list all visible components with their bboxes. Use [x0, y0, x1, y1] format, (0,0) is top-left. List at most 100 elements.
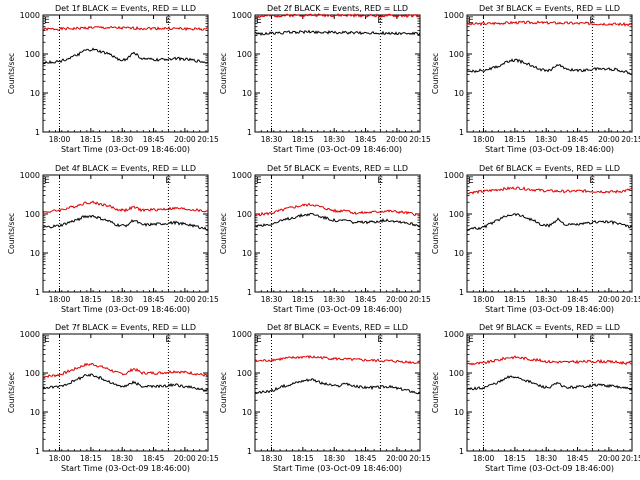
x-tick-label: 18:15 — [292, 295, 314, 304]
x-tick-label: 18:45 — [355, 135, 377, 144]
x-tick-label: 18:30 — [261, 454, 283, 463]
x-tick-label: 18:30 — [323, 295, 345, 304]
x-tick-label: 18:45 — [567, 454, 589, 463]
y-axis-label: Counts/sec — [7, 53, 16, 94]
x-tick-label: 20:15 — [409, 454, 431, 463]
lld-series-line — [254, 355, 421, 365]
y-tick-label: 100 — [449, 50, 464, 59]
chart-title: Det 7f BLACK = Events, RED = LLD — [55, 323, 196, 332]
events-series-line — [254, 29, 421, 36]
y-tick-label: 1000 — [444, 171, 464, 180]
x-tick-label: 18:45 — [143, 135, 165, 144]
e-marker: E — [589, 16, 595, 26]
x-axis-label: Start Time (03-Oct-09 18:46:00) — [485, 464, 614, 473]
plot-frame — [42, 333, 209, 452]
x-tick-label: 18:15 — [292, 135, 314, 144]
x-tick-label: 20:15 — [621, 454, 640, 463]
e-marker: E — [377, 335, 383, 345]
y-tick-label: 1 — [35, 447, 40, 456]
y-tick-label: 100 — [237, 210, 252, 219]
y-axis-label: Counts/sec — [7, 372, 16, 413]
x-tick-label: 20:15 — [197, 454, 219, 463]
x-tick-label: 18:30 — [535, 135, 557, 144]
e-marker: E — [377, 16, 383, 26]
x-tick-label: 18:00 — [49, 135, 71, 144]
chart-title: Det 3f BLACK = Events, RED = LLD — [479, 4, 620, 13]
x-axis-label: Start Time (03-Oct-09 18:46:00) — [61, 305, 190, 314]
x-axis-label: Start Time (03-Oct-09 18:46:00) — [485, 145, 614, 154]
y-tick-label: 100 — [237, 50, 252, 59]
events-series-line — [466, 58, 633, 75]
y-tick-label: 10 — [242, 89, 252, 98]
lld-series-line — [466, 355, 633, 366]
events-series-line — [467, 213, 633, 231]
y-tick-label: 100 — [25, 210, 40, 219]
y-axis-label: Counts/sec — [219, 53, 228, 94]
x-tick-label: 18:30 — [535, 454, 557, 463]
chart-panel-4: Det 4f BLACK = Events, RED = LLD E E 1 10 100… — [7, 164, 219, 314]
x-tick-label: 18:15 — [80, 454, 102, 463]
y-tick-label: 10 — [30, 249, 40, 258]
e-marker: E — [468, 335, 474, 345]
y-tick-label: 1000 — [20, 11, 40, 20]
plot-frame — [42, 14, 209, 133]
x-tick-label: 18:00 — [473, 135, 495, 144]
x-tick-label: 18:45 — [567, 295, 589, 304]
plot-frame — [466, 333, 633, 452]
y-tick-label: 1 — [247, 288, 252, 297]
x-axis-label: Start Time (03-Oct-09 18:46:00) — [273, 305, 402, 314]
plot-frame — [466, 174, 633, 293]
chart-title: Det 2f BLACK = Events, RED = LLD — [267, 4, 408, 13]
y-axis-label: Counts/sec — [431, 213, 440, 254]
x-tick-label: 20:15 — [197, 295, 219, 304]
x-tick-label: 20:00 — [386, 135, 408, 144]
x-tick-label: 20:15 — [409, 135, 431, 144]
x-axis-label: Start Time (03-Oct-09 18:46:00) — [273, 464, 402, 473]
y-tick-label: 1000 — [20, 330, 40, 339]
y-tick-label: 10 — [454, 89, 464, 98]
x-tick-label: 18:30 — [323, 135, 345, 144]
x-tick-label: 20:00 — [174, 454, 196, 463]
y-tick-label: 100 — [237, 369, 252, 378]
x-tick-label: 20:00 — [386, 454, 408, 463]
e-marker: E — [256, 335, 262, 345]
y-axis-label: Counts/sec — [219, 213, 228, 254]
x-tick-label: 18:45 — [355, 295, 377, 304]
e-marker: E — [468, 176, 474, 186]
plot-frame — [254, 333, 421, 452]
y-tick-label: 1000 — [444, 330, 464, 339]
x-tick-label: 18:30 — [111, 454, 133, 463]
chart-panel-5: Det 5f BLACK = Events, RED = LLD E E 1 10 100… — [219, 164, 431, 314]
y-tick-label: 1 — [459, 128, 464, 137]
y-tick-label: 100 — [449, 369, 464, 378]
x-tick-label: 18:15 — [504, 454, 526, 463]
chart-panel-2: Det 2f BLACK = Events, RED = LLD E E 1 10 100… — [219, 4, 431, 154]
y-tick-label: 1 — [459, 447, 464, 456]
events-series-line — [42, 214, 208, 231]
e-marker: E — [165, 16, 171, 26]
y-tick-label: 1 — [35, 288, 40, 297]
y-tick-label: 1 — [459, 288, 464, 297]
y-tick-label: 1000 — [444, 11, 464, 20]
chart-title: Det 8f BLACK = Events, RED = LLD — [267, 323, 408, 332]
chart-panel-1: Det 1f BLACK = Events, RED = LLD E E 1 10 100… — [7, 4, 219, 154]
x-tick-label: 20:00 — [598, 135, 620, 144]
y-tick-label: 10 — [30, 408, 40, 417]
x-tick-label: 18:30 — [111, 135, 133, 144]
x-tick-label: 20:15 — [621, 295, 640, 304]
x-tick-label: 18:15 — [504, 135, 526, 144]
chart-panel-3: Det 3f BLACK = Events, RED = LLD E E 1 10 100… — [431, 4, 640, 154]
plot-frame — [254, 174, 421, 293]
y-tick-label: 1 — [35, 128, 40, 137]
y-tick-label: 10 — [242, 249, 252, 258]
x-tick-label: 18:15 — [292, 454, 314, 463]
x-tick-label: 20:15 — [197, 135, 219, 144]
x-tick-label: 18:30 — [261, 295, 283, 304]
chart-title: Det 4f BLACK = Events, RED = LLD — [55, 164, 196, 173]
chart-title: Det 9f BLACK = Events, RED = LLD — [479, 323, 620, 332]
y-axis-label: Counts/sec — [219, 372, 228, 413]
events-series-line — [42, 47, 209, 65]
e-marker: E — [468, 16, 474, 26]
events-series-line — [466, 375, 633, 391]
y-tick-label: 1000 — [20, 171, 40, 180]
